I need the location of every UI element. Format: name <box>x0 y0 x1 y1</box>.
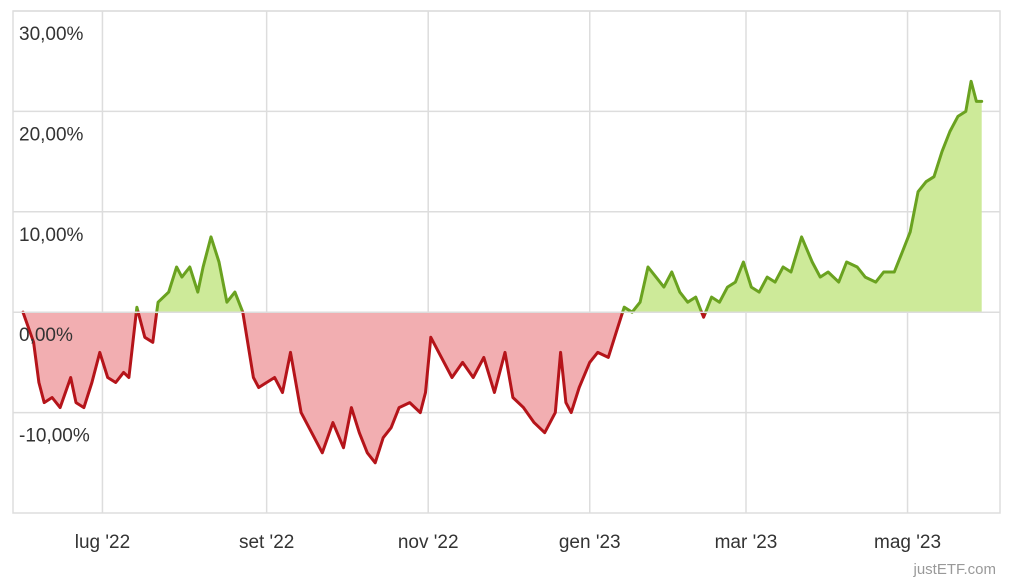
negative-line-3 <box>136 310 159 344</box>
series-lines <box>13 79 1000 465</box>
negative-area-1 <box>23 312 137 408</box>
negative-line-5 <box>241 310 625 465</box>
y-tick-label: 10,00% <box>19 225 84 246</box>
positive-area-4 <box>156 236 243 313</box>
area-fills <box>23 81 982 463</box>
x-tick-label: gen '23 <box>559 532 621 553</box>
x-tick-label: mag '23 <box>874 532 941 553</box>
grid <box>12 10 1001 514</box>
y-tick-label: -10,00% <box>19 426 90 447</box>
source-credit: justETF.com <box>912 561 996 578</box>
x-tick-label: set '22 <box>239 532 294 553</box>
x-tick-label: nov '22 <box>398 532 459 553</box>
positive-line-8 <box>704 79 984 314</box>
positive-line-4 <box>155 235 245 314</box>
positive-area-8 <box>705 81 982 313</box>
y-axis: 30,00% 20,00% 10,00% 0,00% -10,00% <box>19 24 90 447</box>
negative-line-7 <box>700 310 708 319</box>
negative-line-1 <box>21 310 138 410</box>
x-axis: lug '22 set '22 nov '22 gen '23 mar '23 mag '… <box>75 532 941 553</box>
y-tick-label: 0,00% <box>19 325 73 346</box>
y-tick-label: 20,00% <box>19 124 84 145</box>
negative-area-3 <box>138 312 157 343</box>
y-tick-label: 30,00% <box>19 24 84 45</box>
x-tick-label: mar '23 <box>715 532 778 553</box>
x-tick-label: lug '22 <box>75 532 130 553</box>
positive-line-2 <box>134 305 140 314</box>
positive-line-6 <box>621 265 704 314</box>
plot-border <box>12 10 1001 514</box>
negative-area-5 <box>242 312 623 463</box>
positive-area-6 <box>622 267 702 313</box>
